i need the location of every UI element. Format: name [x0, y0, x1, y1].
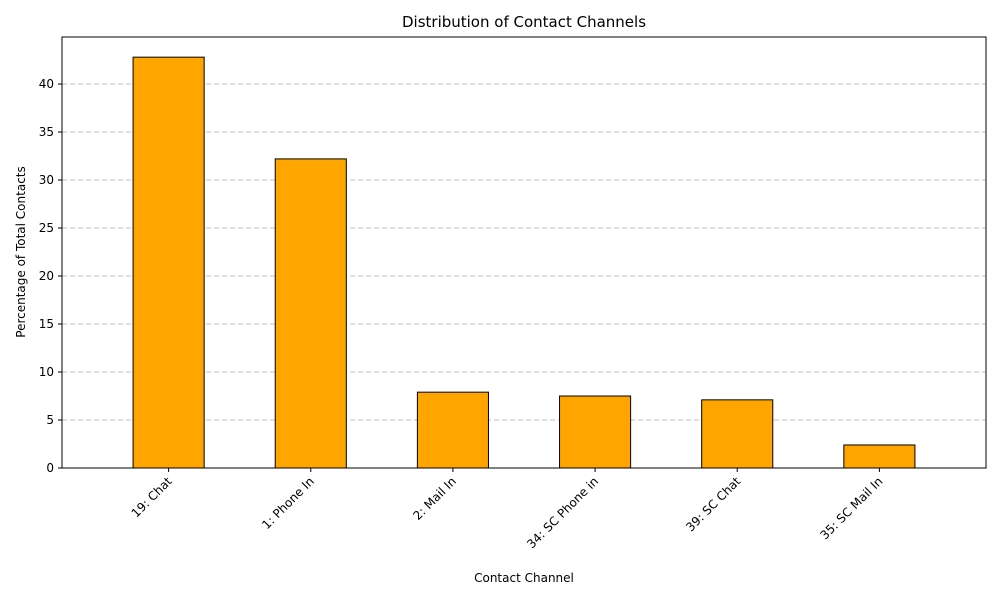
- x-axis-ticks: 19: Chat 1: Phone In 2: Mail In 34: SC Phon…: [129, 468, 886, 551]
- plot-frame: [61, 36, 987, 469]
- y-axis-ticks: 0 5 10 15 20 25 30 35 40: [39, 77, 62, 475]
- y-tick-label: 20: [39, 269, 54, 283]
- x-tick-label: 39: SC Chat: [683, 474, 743, 534]
- x-tick-label: 2: Mail In: [410, 474, 459, 523]
- y-tick-label: 5: [46, 413, 54, 427]
- bar: [132, 56, 205, 469]
- y-tick-label: 25: [39, 221, 54, 235]
- y-tick-label: 0: [46, 461, 54, 475]
- bar: [559, 395, 632, 469]
- y-tick-label: 35: [39, 125, 54, 139]
- chart-title: Distribution of Contact Channels: [402, 13, 646, 31]
- bar: [843, 444, 916, 469]
- y-tick-label: 10: [39, 365, 54, 379]
- x-tick-label: 34: SC Phone in: [524, 474, 601, 551]
- y-tick-label: 40: [39, 77, 54, 91]
- y-gridlines: [62, 83, 986, 469]
- x-tick-label: 35: SC Mail In: [817, 474, 885, 542]
- y-tick-label: 15: [39, 317, 54, 331]
- y-axis-label: Percentage of Total Contacts: [14, 166, 28, 337]
- x-tick-label: 19: Chat: [129, 474, 175, 520]
- bar: [701, 399, 774, 469]
- x-tick-label: 1: Phone In: [259, 474, 317, 532]
- bar: [416, 391, 489, 469]
- bars: [132, 56, 916, 469]
- x-axis-label: Contact Channel: [474, 571, 574, 585]
- y-tick-label: 30: [39, 173, 54, 187]
- bar: [274, 158, 347, 469]
